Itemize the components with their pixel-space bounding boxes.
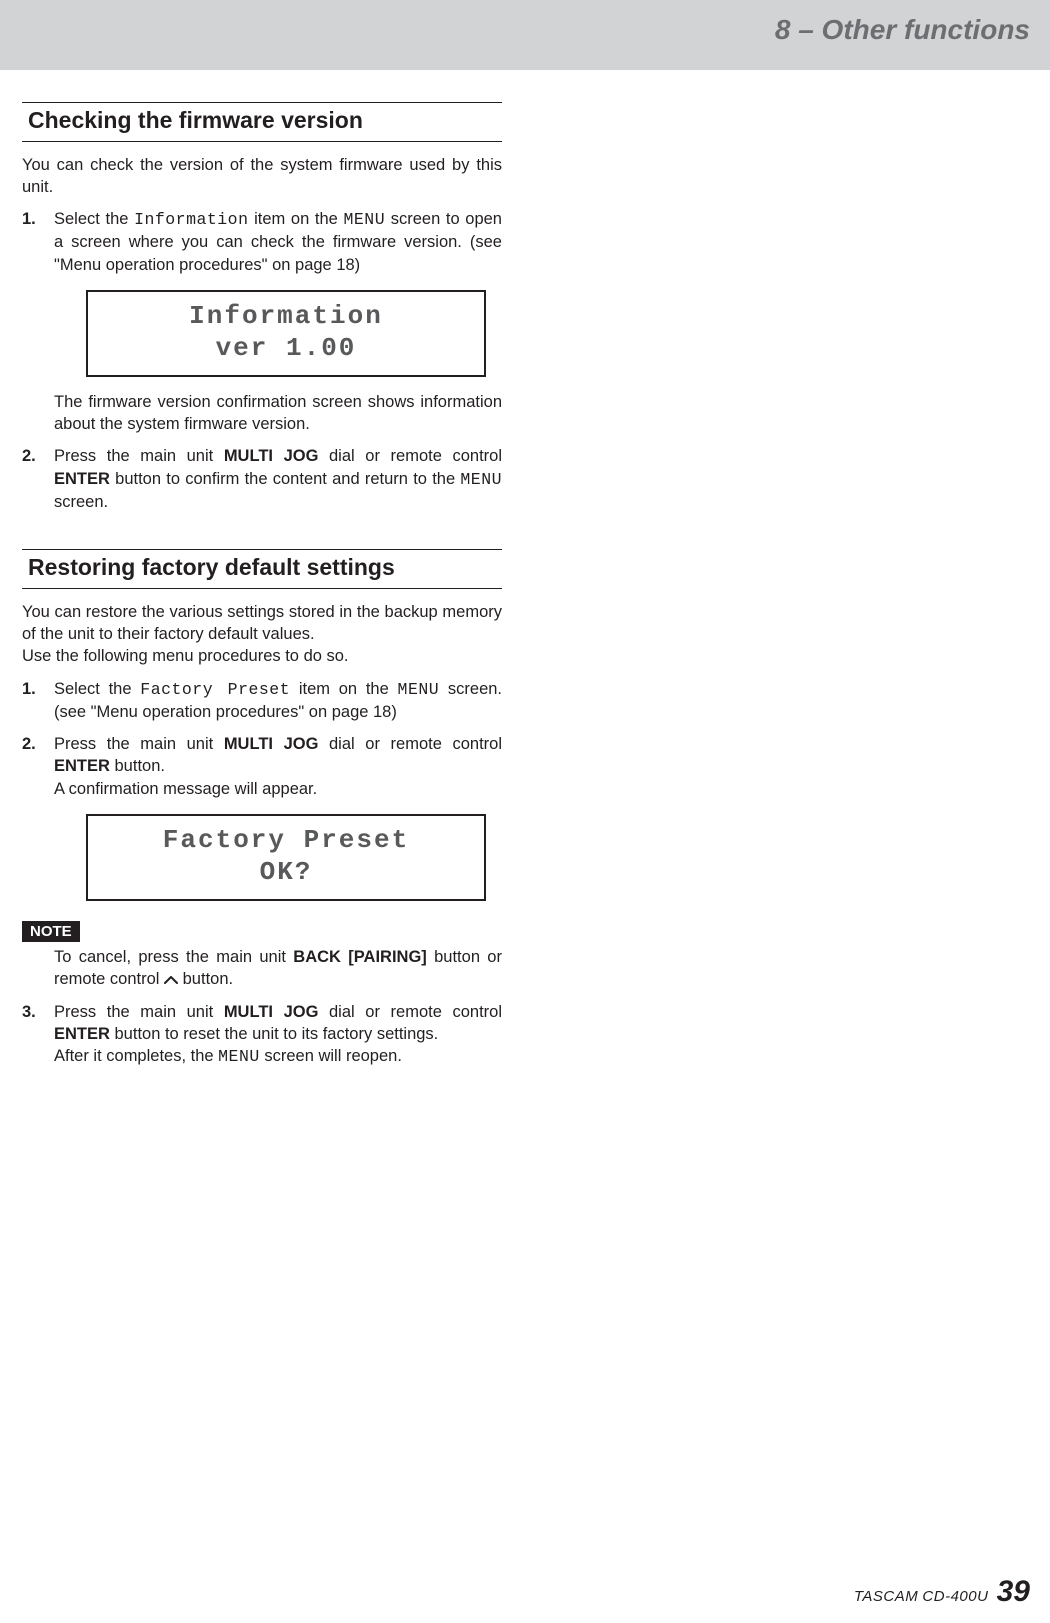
lcd-line: Information bbox=[88, 300, 484, 333]
text-span: Press the main unit bbox=[54, 735, 224, 753]
step-body: Press the main unit MULTI JOG dial or re… bbox=[54, 735, 502, 798]
lcd-display: Factory PresetOK? bbox=[86, 814, 486, 901]
text-span: button to reset the unit to its factory … bbox=[110, 1025, 438, 1043]
text-span: ENTER bbox=[54, 1025, 110, 1043]
text-span: MENU bbox=[343, 210, 385, 229]
text-span: button to confirm the content and return… bbox=[110, 470, 460, 488]
page-footer: TASCAM CD-400U 39 bbox=[854, 1575, 1030, 1609]
footer-brand: TASCAM bbox=[854, 1588, 918, 1605]
section-heading: Restoring factory default settings bbox=[22, 549, 502, 589]
section-intro: You can check the version of the system … bbox=[22, 154, 502, 199]
section-intro: You can restore the various settings sto… bbox=[22, 601, 502, 668]
text-span: Press the main unit bbox=[54, 1003, 224, 1021]
text-span: item on the bbox=[248, 210, 343, 228]
text-span: screen will reopen. bbox=[260, 1047, 402, 1065]
section-heading: Checking the firmware version bbox=[22, 102, 502, 142]
header-band: 8 – Other functions bbox=[0, 0, 1050, 70]
note-body: To cancel, press the main unit BACK [PAI… bbox=[22, 942, 502, 1001]
steps-list: 1. Select the Information item on the MEN… bbox=[22, 208, 502, 513]
text-span: ENTER bbox=[54, 470, 110, 488]
note-badge: NOTE bbox=[22, 921, 80, 942]
text-span: MULTI JOG bbox=[224, 447, 319, 465]
steps-list: 3. Press the main unit MULTI JOG dial or … bbox=[22, 1001, 502, 1069]
step-number: 1. bbox=[22, 208, 36, 230]
steps-list: 1. Select the Factory Preset item on the … bbox=[22, 678, 502, 901]
text-span: Press the main unit bbox=[54, 447, 224, 465]
text-span: item on the bbox=[290, 680, 397, 698]
step-item: 1. Select the Factory Preset item on the … bbox=[22, 678, 502, 724]
text-span: MENU bbox=[218, 1047, 260, 1066]
step-after-text: The firmware version confirmation screen… bbox=[54, 391, 502, 436]
step-number: 3. bbox=[22, 1001, 36, 1023]
text-span: dial or remote control bbox=[318, 1003, 502, 1021]
text-span: screen. bbox=[54, 493, 108, 511]
step-body: Press the main unit MULTI JOG dial or re… bbox=[54, 447, 502, 511]
text-span: After it completes, the bbox=[54, 1047, 218, 1065]
lcd-line: OK? bbox=[88, 856, 484, 889]
text-span: Select the bbox=[54, 210, 134, 228]
step-body: Select the Information item on the MENU … bbox=[54, 210, 502, 274]
step-item: 3. Press the main unit MULTI JOG dial or … bbox=[22, 1001, 502, 1069]
step-body: Press the main unit MULTI JOG dial or re… bbox=[54, 1003, 502, 1066]
chapter-title: 8 – Other functions bbox=[775, 14, 1030, 46]
text-span: ENTER bbox=[54, 757, 110, 775]
lcd-display: Information ver 1.00 bbox=[86, 290, 486, 377]
text-span: To cancel, press the main unit bbox=[54, 948, 293, 966]
text-span: button. bbox=[178, 970, 233, 988]
text-span: dial or remote control bbox=[318, 447, 502, 465]
lcd-line: Factory Preset bbox=[88, 824, 484, 857]
step-body: Select the Factory Preset item on the ME… bbox=[54, 680, 502, 721]
step-number: 1. bbox=[22, 678, 36, 700]
text-span: A confirmation message will appear. bbox=[54, 780, 317, 798]
text-span: MULTI JOG bbox=[224, 735, 319, 753]
text-span: button. bbox=[110, 757, 165, 775]
text-span: dial or remote control bbox=[318, 735, 502, 753]
text-span: Information bbox=[134, 210, 248, 229]
text-span: Select the bbox=[54, 680, 140, 698]
step-item: 2. Press the main unit MULTI JOG dial or … bbox=[22, 733, 502, 901]
step-number: 2. bbox=[22, 733, 36, 755]
step-item: 2. Press the main unit MULTI JOG dial or … bbox=[22, 445, 502, 513]
page-content: Checking the firmware version You can che… bbox=[0, 70, 524, 1068]
text-span: BACK [PAIRING] bbox=[293, 948, 427, 966]
step-item: 1. Select the Information item on the MEN… bbox=[22, 208, 502, 435]
text-span: MENU bbox=[398, 680, 440, 699]
text-span: MULTI JOG bbox=[224, 1003, 319, 1021]
step-number: 2. bbox=[22, 445, 36, 467]
up-caret-icon bbox=[164, 970, 178, 988]
lcd-line: ver 1.00 bbox=[88, 332, 484, 365]
text-span: MENU bbox=[460, 470, 502, 489]
text-span: Factory Preset bbox=[140, 680, 290, 699]
footer-model: CD-400U bbox=[922, 1588, 988, 1605]
page-number: 39 bbox=[997, 1575, 1030, 1608]
